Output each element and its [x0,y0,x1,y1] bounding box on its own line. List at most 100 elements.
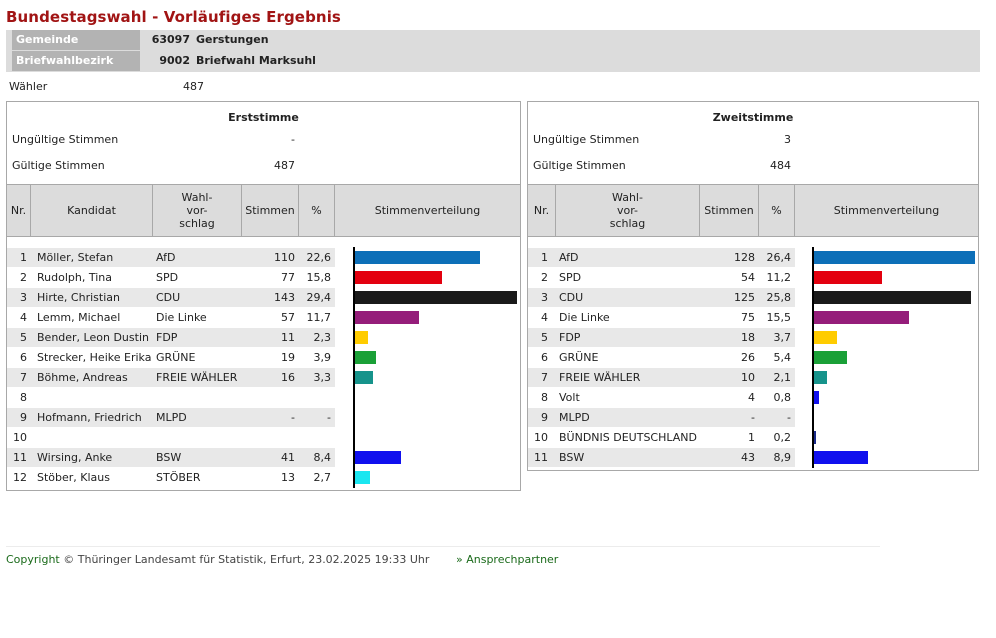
vote-bar [355,331,368,344]
table-row: 1 AfD 128 26,4 [528,248,795,267]
table-row: 11 Wirsing, Anke BSW 41 8,4 [7,448,335,467]
vote-bar [355,451,401,464]
row-stimmen: 16 [281,371,295,384]
row-nr: 6 [20,351,27,364]
col-pct: % [759,185,795,236]
table-row: 12 Stöber, Klaus STÖBER 13 2,7 [7,468,335,487]
vote-bar [814,251,975,264]
row-party: Die Linke [559,311,610,324]
row-stimmen: 10 [741,371,755,384]
table-row: 3 Hirte, Christian CDU 143 29,4 [7,288,335,307]
row-stimmen: 26 [741,351,755,364]
location-header: Gemeinde 63097 Gerstungen Briefwahlbezir… [6,30,980,72]
vote-bar [355,371,373,384]
row-nr: 2 [541,271,548,284]
row-nr: 8 [20,391,27,404]
ansprechpartner-link[interactable]: » Ansprechpartner [456,553,559,566]
row-kandidat: Lemm, Michael [37,311,121,324]
row-nr: 9 [541,411,548,424]
row-stimmen: 18 [741,331,755,344]
col-stimmen: Stimmen [700,185,759,236]
row-party: FDP [559,331,581,344]
copyright-label: Copyright [6,553,60,566]
row-pct: 8,4 [313,451,332,464]
table-row: 8 [7,388,335,407]
row-party: FDP [156,331,178,344]
table-row: 4 Die Linke 75 15,5 [528,308,795,327]
row-party: AfD [156,251,176,264]
row-stimmen: 11 [281,331,295,344]
row-kandidat: Wirsing, Anke [37,451,113,464]
row-nr: 3 [20,291,27,304]
col-verteilung: Stimmenverteilung [374,204,481,217]
row-stimmen: 41 [281,451,295,464]
row-nr: 4 [20,311,27,324]
row-pct: 11,7 [306,311,332,324]
erst-gueltig-value: 487 [274,159,295,172]
row-pct: 2,7 [313,471,332,484]
row-stimmen: 128 [734,251,755,264]
table-row: 2 SPD 54 11,2 [528,268,795,287]
row-nr: 4 [541,311,548,324]
vote-bar [814,451,868,464]
zweit-ungueltig-value: 3 [784,133,791,146]
row-nr: 11 [534,451,548,464]
row-party: Die Linke [156,311,207,324]
row-party: SPD [559,271,582,284]
row-kandidat: Stöber, Klaus [37,471,111,484]
col-verteilung: Stimmenverteilung [833,204,940,217]
row-stimmen: 75 [741,311,755,324]
vote-bar [814,431,816,444]
row-pct: 3,3 [313,371,332,384]
col-wahlvorschlag: Wahl- vor- schlag [556,185,700,236]
erst-gueltig-label: Gültige Stimmen [12,159,105,172]
erst-table-header: Nr. Kandidat Wahl- vor- schlag Stimmen %… [7,184,520,237]
row-party: MLPD [559,411,590,424]
table-row: 5 FDP 18 3,7 [528,328,795,347]
zweit-gueltig-value: 484 [770,159,791,172]
row-nr: 7 [541,371,548,384]
table-row: 8 Volt 4 0,8 [528,388,795,407]
table-row: 1 Möller, Stefan AfD 110 22,6 [7,248,335,267]
row-nr: 2 [20,271,27,284]
row-pct: - [327,411,331,424]
row-stimmen: - [751,411,755,424]
row-kandidat: Böhme, Andreas [37,371,128,384]
vote-bar [355,271,442,284]
zweit-gueltig-label: Gültige Stimmen [533,159,626,172]
gemeinde-name: Gerstungen [196,33,269,46]
row-party: BSW [156,451,182,464]
row-pct: 25,8 [766,291,792,304]
row-party: FREIE WÄHLER [156,371,238,384]
row-stimmen: 125 [734,291,755,304]
col-nr: Nr. [528,185,556,236]
row-party: CDU [559,291,584,304]
row-kandidat: Rudolph, Tina [37,271,112,284]
footer-divider [6,546,880,547]
row-kandidat: Strecker, Heike Erika [37,351,152,364]
row-party: STÖBER [156,471,201,484]
row-nr: 1 [541,251,548,264]
col-wahlvorschlag: Wahl- vor- schlag [153,185,242,236]
row-pct: 11,2 [766,271,792,284]
row-nr: 12 [13,471,27,484]
vote-bar [355,311,419,324]
table-row: 3 CDU 125 25,8 [528,288,795,307]
table-row: 4 Lemm, Michael Die Linke 57 11,7 [7,308,335,327]
row-pct: 2,3 [313,331,332,344]
row-party: FREIE WÄHLER [559,371,641,384]
row-pct: 5,4 [773,351,792,364]
erst-ungueltig-label: Ungültige Stimmen [12,133,119,146]
vote-bar [814,391,819,404]
bar-axis [812,247,814,468]
waehler-value: 487 [183,80,204,93]
table-row: 7 FREIE WÄHLER 10 2,1 [528,368,795,387]
bezirk-number: 9002 [159,54,190,67]
row-nr: 3 [541,291,548,304]
row-pct: 8,9 [773,451,792,464]
vote-bar [355,291,517,304]
vote-bar [355,251,480,264]
row-stimmen: 77 [281,271,295,284]
row-party: MLPD [156,411,187,424]
row-nr: 5 [541,331,548,344]
